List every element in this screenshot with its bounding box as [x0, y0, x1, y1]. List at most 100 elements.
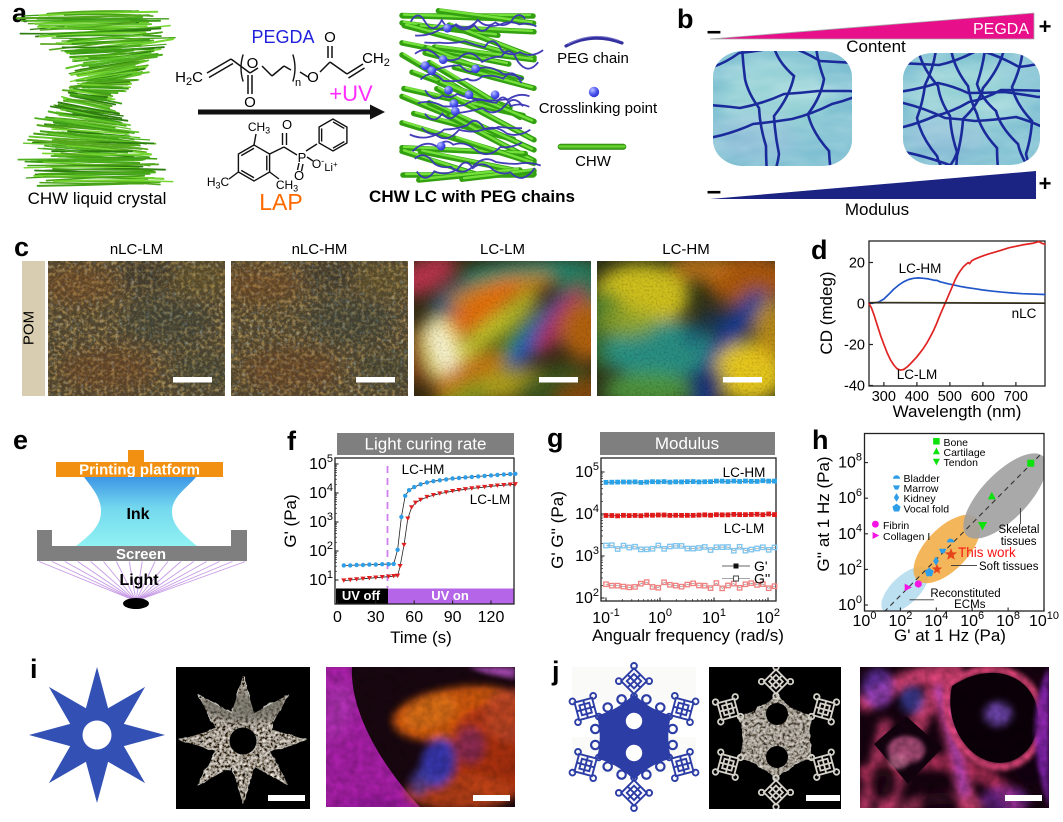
svg-text:H2C: H2C [175, 69, 203, 88]
svg-text:0: 0 [857, 297, 865, 313]
svg-text:104: 104 [575, 503, 599, 523]
svg-text:h: h [812, 425, 829, 455]
svg-text:106: 106 [838, 487, 862, 507]
svg-text:G'' at 1 Hz (Pa): G'' at 1 Hz (Pa) [814, 456, 833, 571]
svg-text:P: P [298, 150, 307, 165]
svg-text:Content: Content [846, 37, 906, 56]
svg-text:Bone: Bone [944, 437, 969, 449]
svg-text:108: 108 [838, 451, 862, 471]
svg-text:Wavelength (nm): Wavelength (nm) [893, 402, 1022, 421]
svg-text:LC-HM: LC-HM [402, 462, 445, 477]
svg-text:104: 104 [309, 482, 333, 502]
svg-text:d: d [811, 235, 828, 265]
svg-text:POM: POM [21, 311, 38, 345]
svg-text:G' G'' (Pa): G' G'' (Pa) [548, 491, 567, 569]
svg-text:Tendon: Tendon [944, 457, 979, 469]
svg-text:500: 500 [938, 389, 962, 405]
svg-text:0: 0 [333, 609, 342, 626]
svg-text:Screen: Screen [116, 546, 166, 563]
svg-text:101: 101 [309, 569, 333, 589]
svg-text:101: 101 [702, 607, 726, 627]
svg-text:i: i [30, 654, 38, 684]
svg-text:Kidney: Kidney [904, 493, 937, 505]
svg-text:O: O [307, 69, 319, 86]
svg-text:nLC-LM: nLC-LM [110, 241, 163, 258]
svg-text:60: 60 [405, 609, 423, 626]
svg-text:400: 400 [905, 389, 929, 405]
svg-text:Li+: Li+ [324, 160, 338, 174]
svg-text:CHW liquid crystal: CHW liquid crystal [28, 189, 167, 208]
svg-text:Light curing rate: Light curing rate [365, 435, 487, 454]
svg-text:120: 120 [478, 609, 505, 626]
svg-text:CD (mdeg): CD (mdeg) [817, 271, 836, 354]
svg-text:LC-HM: LC-HM [662, 241, 710, 258]
svg-text:Skeletal: Skeletal [999, 524, 1040, 536]
svg-text:30: 30 [367, 609, 385, 626]
svg-text:102: 102 [575, 587, 599, 607]
svg-text:100: 100 [838, 594, 862, 614]
svg-text:102: 102 [756, 607, 780, 627]
svg-text:LC-LM: LC-LM [480, 241, 525, 258]
svg-text:PEG chain: PEG chain [557, 50, 629, 67]
svg-text:j: j [551, 656, 560, 686]
svg-text:105: 105 [309, 453, 333, 473]
svg-text:LC-LM: LC-LM [470, 492, 511, 507]
svg-text:b: b [677, 4, 694, 34]
svg-text:ECMs: ECMs [954, 599, 986, 611]
svg-text:Cartilage: Cartilage [944, 447, 986, 459]
svg-text:CH3: CH3 [248, 120, 270, 136]
svg-text:e: e [13, 425, 28, 455]
svg-text:100: 100 [648, 607, 672, 627]
svg-text:CH3: CH3 [276, 178, 298, 194]
svg-text:Marrow: Marrow [904, 483, 939, 495]
svg-text:O: O [324, 29, 336, 46]
svg-text:–: – [707, 15, 721, 45]
svg-text:Vocal fold: Vocal fold [904, 504, 950, 516]
svg-text:103: 103 [575, 545, 599, 565]
svg-text:1010: 1010 [1029, 610, 1059, 630]
svg-text:PEGDA: PEGDA [973, 21, 1029, 38]
svg-text:CHW LC with PEG chains: CHW LC with PEG chains [369, 187, 575, 206]
svg-text:Time (s): Time (s) [390, 628, 452, 647]
svg-text:Printing platform: Printing platform [79, 462, 200, 479]
svg-text:+UV: +UV [329, 81, 373, 106]
svg-text:O: O [282, 117, 292, 132]
svg-text:LAP: LAP [259, 189, 302, 215]
svg-text:G'': G'' [754, 571, 770, 587]
svg-text:Bladder: Bladder [904, 473, 941, 485]
svg-text:-40: -40 [844, 379, 865, 395]
svg-text:103: 103 [309, 511, 333, 531]
svg-text:LC-LM: LC-LM [897, 367, 938, 382]
svg-text:Fibrin: Fibrin [883, 520, 909, 532]
svg-text:20: 20 [849, 256, 865, 272]
svg-text:G': G' [754, 558, 768, 574]
svg-text:Ink: Ink [126, 506, 149, 523]
svg-text:f: f [287, 426, 297, 456]
svg-text:102: 102 [309, 540, 333, 560]
svg-text:Soft tissues: Soft tissues [979, 561, 1039, 573]
svg-text:Modulus: Modulus [655, 434, 719, 453]
svg-text:Angualr frequency (rad/s): Angualr frequency (rad/s) [592, 626, 784, 645]
svg-text:g: g [547, 423, 564, 453]
svg-text:PEGDA: PEGDA [251, 27, 314, 47]
svg-text:G' (Pa): G' (Pa) [281, 494, 300, 547]
svg-text:CHW: CHW [575, 153, 612, 170]
svg-text:nLC-HM: nLC-HM [292, 241, 348, 258]
svg-text:c: c [14, 232, 29, 262]
svg-text:-20: -20 [844, 338, 865, 354]
svg-text:300: 300 [872, 389, 896, 405]
svg-text:O: O [247, 55, 259, 72]
svg-text:This work: This work [958, 545, 1016, 560]
svg-text:102: 102 [838, 558, 862, 578]
svg-text:10-1: 10-1 [592, 607, 620, 627]
svg-text:+: + [1039, 14, 1052, 39]
svg-text:tissues: tissues [1001, 536, 1037, 548]
svg-text:Crosslinking point: Crosslinking point [539, 100, 658, 117]
svg-text:CH2: CH2 [362, 50, 390, 69]
svg-text:LC-HM: LC-HM [899, 261, 942, 276]
svg-text:UV on: UV on [431, 588, 469, 603]
svg-text:G' at 1 Hz (Pa): G' at 1 Hz (Pa) [894, 626, 1006, 645]
svg-text:UV off: UV off [342, 588, 381, 603]
svg-text:O-: O- [312, 156, 324, 171]
svg-text:Reconstituted: Reconstituted [930, 588, 1000, 600]
